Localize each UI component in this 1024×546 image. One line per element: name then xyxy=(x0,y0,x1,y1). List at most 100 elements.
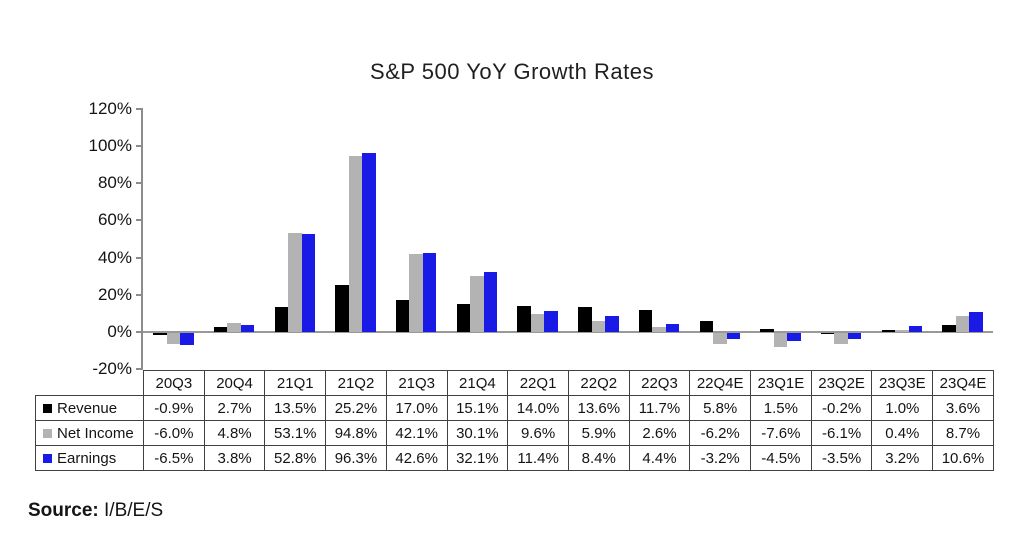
y-axis-tick xyxy=(136,219,143,222)
table-cell-earnings-23q4e: 10.6% xyxy=(932,445,994,471)
table-cell-net-income-20q3: -6.0% xyxy=(143,420,205,446)
table-cell-revenue-23q2e: -0.2% xyxy=(810,395,873,421)
bar-net-income-20q3 xyxy=(166,332,181,344)
y-axis-tick-label: 0% xyxy=(107,321,132,341)
y-axis-tick-label: 80% xyxy=(97,173,132,193)
legend-label-revenue: Revenue xyxy=(57,399,118,417)
y-axis-tick xyxy=(136,108,143,110)
bar-earnings-22q4e xyxy=(726,332,741,339)
table-header-cell-22q1: 22Q1 xyxy=(507,370,569,396)
table-cell-net-income-20q4: 4.8% xyxy=(203,420,266,446)
bar-revenue-21q4 xyxy=(456,303,471,332)
bar-earnings-20q3 xyxy=(180,332,194,345)
bar-earnings-21q4 xyxy=(483,272,498,332)
table-row-earnings: Earnings -6.5% 3.8% 52.8% 96.3% 42.6% 32.1% 11.… xyxy=(35,445,994,471)
legend-swatch-net-income xyxy=(43,428,52,438)
bar-earnings-23q4e xyxy=(969,312,983,332)
table-header-row: 20Q3 20Q4 21Q1 21Q2 21Q3 21Q4 22Q1 22Q2 22Q3 22Q4… xyxy=(36,370,994,396)
bar-net-income-22q3 xyxy=(652,327,666,332)
y-axis-tick-label: -20% xyxy=(92,359,132,378)
bar-net-income-21q1 xyxy=(288,233,302,332)
table-header-cell-20q4: 20Q4 xyxy=(203,370,266,396)
table-cell-net-income-21q1: 53.1% xyxy=(264,420,327,446)
data-table: 20Q3 20Q4 21Q1 21Q2 21Q3 21Q4 22Q1 22Q2 22Q3 22Q4… xyxy=(35,370,994,471)
table-row-revenue: Revenue -0.9% 2.7% 13.5% 25.2% 17.0% 15.1% 14.0… xyxy=(35,395,994,421)
table-cell-revenue-23q3e: 1.0% xyxy=(871,395,934,421)
table-cell-revenue-22q4e: 5.8% xyxy=(689,395,752,421)
table-header-cell-21q2: 21Q2 xyxy=(325,370,387,396)
bar-net-income-21q2 xyxy=(348,155,363,332)
bar-earnings-21q2 xyxy=(362,153,376,332)
bar-revenue-20q4 xyxy=(213,326,228,332)
bar-net-income-21q3 xyxy=(409,253,423,332)
bar-revenue-23q4e xyxy=(942,325,956,332)
table-cell-earnings-22q4e: -3.2% xyxy=(689,445,752,471)
table-cell-revenue-21q2: 25.2% xyxy=(325,395,387,421)
bar-earnings-22q3 xyxy=(665,323,680,332)
bar-revenue-23q3e xyxy=(881,330,896,332)
bar-revenue-21q2 xyxy=(335,285,349,332)
table-cell-net-income-22q1: 9.6% xyxy=(507,420,569,446)
y-axis-tick xyxy=(136,182,143,185)
bar-revenue-22q3 xyxy=(638,310,653,332)
y-axis-tick-label: 60% xyxy=(97,210,132,230)
bar-net-income-20q4 xyxy=(227,322,241,332)
table-header-cell-20q3: 20Q3 xyxy=(143,370,205,396)
table-cell-earnings-21q1: 52.8% xyxy=(264,445,327,471)
table-cell-earnings-23q2e: -3.5% xyxy=(810,445,873,471)
bar-revenue-22q2 xyxy=(578,306,592,332)
y-axis-tick xyxy=(136,293,143,296)
bar-net-income-23q3e xyxy=(895,330,909,332)
table-cell-revenue-22q1: 14.0% xyxy=(507,395,569,421)
bar-earnings-23q1e xyxy=(787,332,801,342)
table-cell-net-income-22q3: 2.6% xyxy=(628,420,691,446)
table-cell-earnings-21q4: 32.1% xyxy=(446,445,509,471)
table-cell-net-income-23q3e: 0.4% xyxy=(871,420,934,446)
bar-net-income-22q1 xyxy=(530,314,545,332)
legend-cell-earnings: Earnings xyxy=(35,445,144,471)
bar-net-income-21q4 xyxy=(470,275,484,332)
table-cell-revenue-21q1: 13.5% xyxy=(264,395,327,421)
bar-earnings-20q4 xyxy=(240,324,255,332)
table-cell-revenue-20q4: 2.7% xyxy=(203,395,266,421)
table-cell-earnings-23q1e: -4.5% xyxy=(750,445,812,471)
table-row-net-income: Net Income -6.0% 4.8% 53.1% 94.8% 42.1% 30.1% 9… xyxy=(35,420,994,446)
bar-earnings-22q1 xyxy=(544,310,558,332)
legend-cell-net-income: Net Income xyxy=(35,420,144,446)
table-cell-net-income-21q3: 42.1% xyxy=(385,420,448,446)
table-header-cell-21q1: 21Q1 xyxy=(264,370,327,396)
y-axis-tick-label: 40% xyxy=(97,247,132,267)
table-cell-net-income-22q4e: -6.2% xyxy=(689,420,752,446)
y-axis-tick xyxy=(136,368,143,370)
bar-revenue-23q1e xyxy=(760,329,774,332)
table-cell-revenue-22q2: 13.6% xyxy=(567,395,630,421)
table-cell-net-income-23q1e: -7.6% xyxy=(750,420,812,446)
legend-label-net-income: Net Income xyxy=(57,424,134,442)
table-cell-net-income-21q4: 30.1% xyxy=(446,420,509,446)
table-cell-earnings-22q2: 8.4% xyxy=(567,445,630,471)
bar-net-income-23q1e xyxy=(773,332,788,347)
table-cell-earnings-20q4: 3.8% xyxy=(203,445,266,471)
table-header-cell-21q3: 21Q3 xyxy=(385,370,448,396)
table-header-cell-22q3: 22Q3 xyxy=(628,370,691,396)
source-note: Source: I/B/E/S xyxy=(28,500,163,522)
table-header-cell-23q2e: 23Q2E xyxy=(810,370,873,396)
table-cell-revenue-22q3: 11.7% xyxy=(628,395,691,421)
table-cell-earnings-22q1: 11.4% xyxy=(507,445,569,471)
table-cell-earnings-20q3: -6.5% xyxy=(143,445,205,471)
bar-revenue-22q4e xyxy=(699,321,714,332)
table-cell-revenue-21q3: 17.0% xyxy=(385,395,448,421)
table-cell-earnings-22q3: 4.4% xyxy=(628,445,691,471)
y-axis-tick-label: 120% xyxy=(88,99,132,118)
legend-swatch-revenue xyxy=(43,403,52,413)
table-cell-earnings-21q2: 96.3% xyxy=(325,445,387,471)
zero-baseline xyxy=(143,330,993,333)
bar-revenue-20q3 xyxy=(153,332,167,335)
bar-net-income-23q4e xyxy=(955,315,970,332)
table-cell-earnings-23q3e: 3.2% xyxy=(871,445,934,471)
bar-earnings-22q2 xyxy=(605,316,619,332)
table-cell-net-income-23q2e: -6.1% xyxy=(810,420,873,446)
bar-earnings-21q3 xyxy=(422,252,437,332)
bar-earnings-23q2e xyxy=(847,332,862,340)
